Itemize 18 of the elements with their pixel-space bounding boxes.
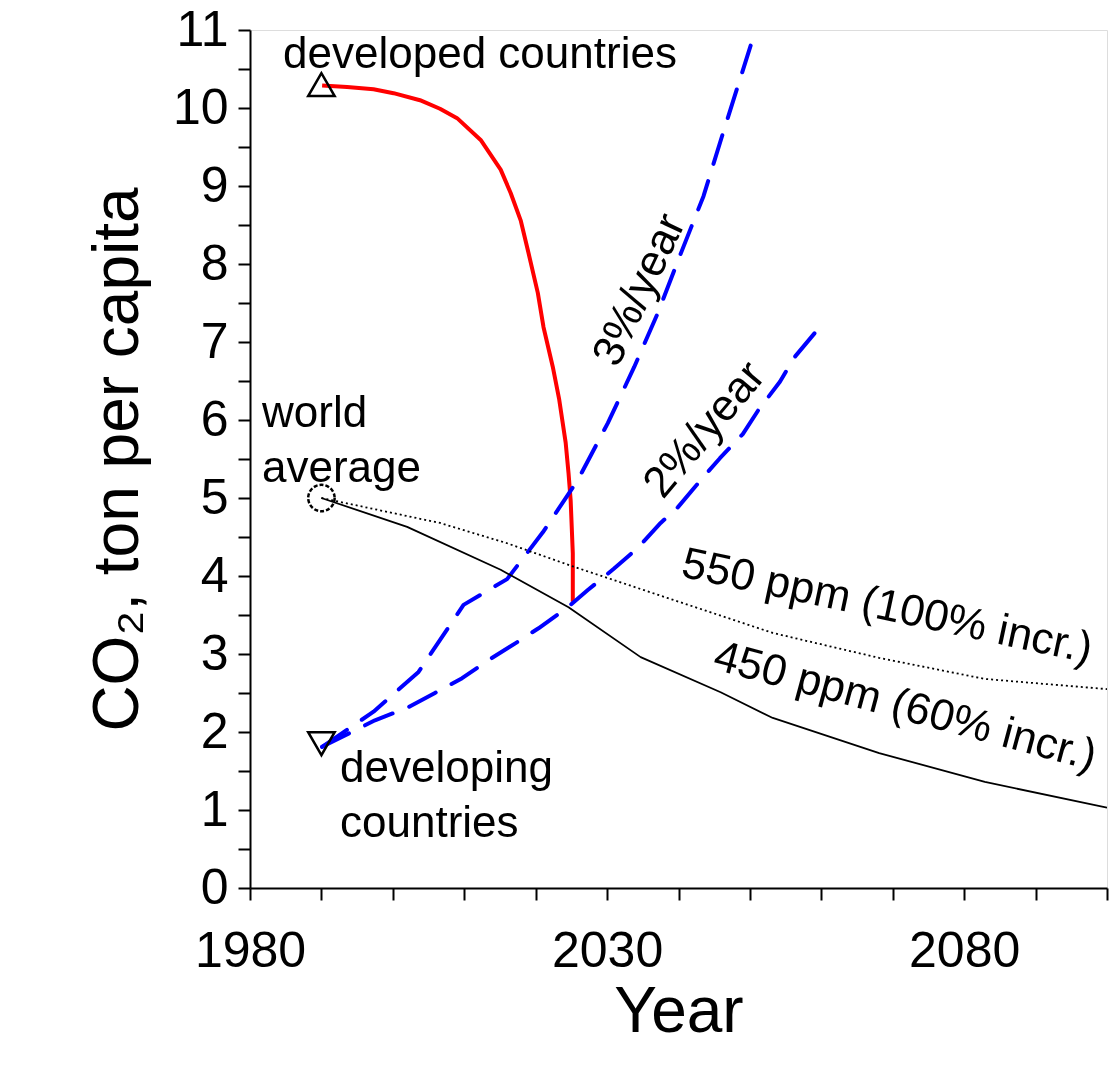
y-tick-label: 4 <box>200 546 229 603</box>
y-tick-label: 7 <box>200 312 229 369</box>
y-tick-label: 6 <box>200 390 229 447</box>
y-tick-label: 9 <box>200 156 229 213</box>
y-tick-label: 2 <box>200 702 229 759</box>
y-tick-label: 3 <box>200 624 229 681</box>
annotation: world average <box>261 387 422 491</box>
y-tick-label: 11 <box>176 0 229 57</box>
annotation: developed countries <box>283 28 677 77</box>
y-tick-label: 1 <box>200 780 229 837</box>
y-tick-label: 8 <box>200 234 229 291</box>
x-tick-label: 2080 <box>909 921 1021 978</box>
y-tick-label: 0 <box>200 858 229 915</box>
y-tick-label: 5 <box>200 468 229 525</box>
y-tick-label: 10 <box>172 78 229 135</box>
y-axis-title: CO₂, ton per capita <box>79 186 152 732</box>
x-tick-label: 1980 <box>194 921 307 978</box>
annotation: developing countries <box>340 742 553 846</box>
